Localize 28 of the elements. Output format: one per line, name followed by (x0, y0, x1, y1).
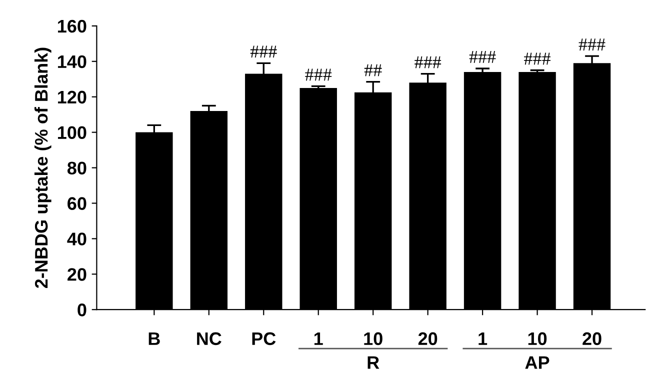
x-tick-label: 10 (364, 332, 382, 346)
y-tick-label: 160 (58, 20, 86, 33)
data-label: ### (305, 68, 332, 81)
x-tick-label: 20 (418, 332, 438, 346)
data-label: ## (364, 64, 382, 76)
x-tick-label: B (148, 332, 160, 345)
data-label: ### (250, 46, 277, 58)
y-tick-label: 40 (67, 232, 86, 246)
x-tick-label: NC (197, 332, 222, 346)
y-tick-label: 20 (68, 268, 86, 281)
y-tick-label: 80 (67, 162, 86, 174)
y-tick-label: 120 (58, 90, 86, 104)
text: R (368, 356, 380, 369)
y-tick-label: 0 (78, 304, 86, 316)
x-tick-label: PC (252, 332, 276, 346)
x-tick-label: 10 (528, 332, 547, 346)
x-tick-label: 1 (314, 332, 323, 345)
data-label: ### (414, 56, 442, 68)
y-tick-label: 100 (58, 126, 86, 140)
text: AP (525, 356, 550, 369)
data-label: ### (469, 51, 496, 63)
data-label: ### (578, 38, 606, 50)
data-label: ### (524, 52, 550, 65)
x-tick-label: 20 (582, 332, 602, 346)
x-tick-label: 1 (478, 332, 488, 345)
y-tick-label: 60 (68, 197, 86, 210)
y-tick-label: 140 (58, 55, 86, 68)
y-axis-title: 2-NBDG uptake (% of Blank) (34, 48, 52, 288)
